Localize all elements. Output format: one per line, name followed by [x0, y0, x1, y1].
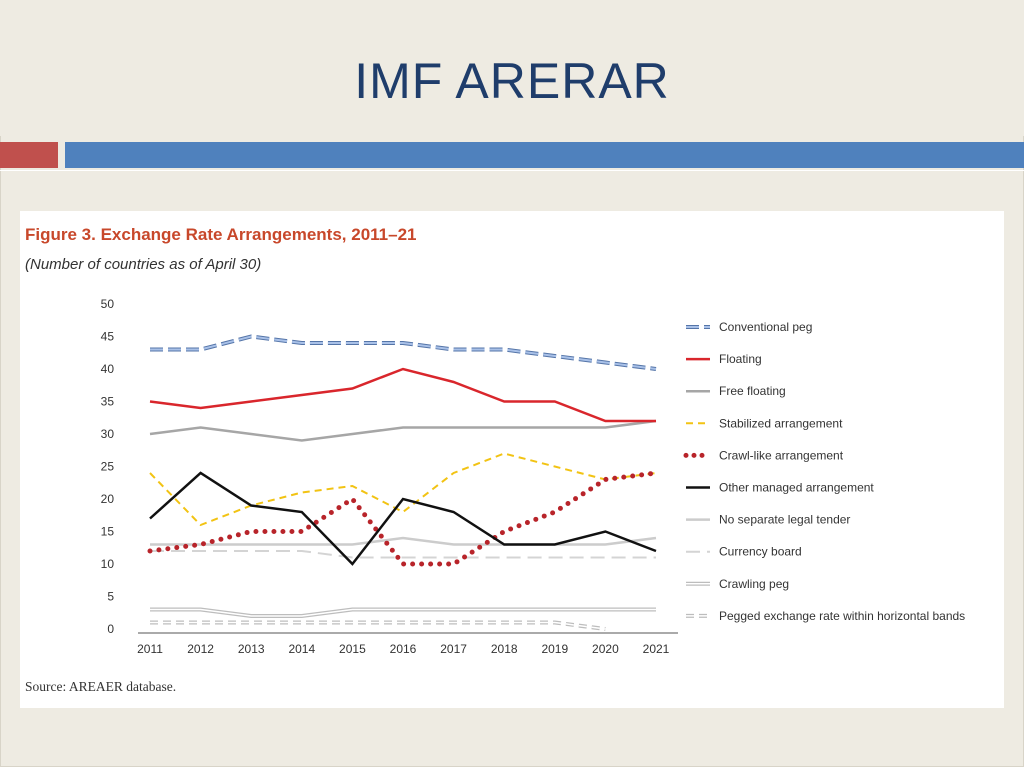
- series-line-9-inner: [150, 621, 606, 630]
- legend-label: Conventional peg: [719, 320, 812, 334]
- legend-label: Crawl-like arrangement: [719, 448, 844, 462]
- x-tick-label: 2014: [288, 642, 315, 656]
- line-chart: 0 5 10 15 20 25 30 35 40 45 50 2011 2012 2013 2014 2015…: [101, 297, 966, 656]
- series-line-8-inner: [150, 608, 656, 617]
- y-tick-label: 5: [107, 590, 114, 604]
- x-tick-label: 2012: [187, 642, 214, 656]
- y-tick-label: 45: [101, 330, 115, 344]
- x-tick-label: 2019: [541, 642, 568, 656]
- legend-label: Crawling peg: [719, 577, 789, 591]
- figure-title: Figure 3. Exchange Rate Arrangements, 20…: [25, 225, 417, 244]
- series-line-1: [149, 367, 656, 423]
- x-tick-label: 2016: [390, 642, 417, 656]
- legend-label: Other managed arrangement: [719, 481, 874, 495]
- series-line-3: [149, 452, 657, 527]
- figure-subtitle: (Number of countries as of April 30): [25, 256, 262, 273]
- slide-title: IMF ARERAR: [354, 53, 670, 109]
- series-line-9: [150, 620, 606, 631]
- series-line-2: [149, 419, 657, 442]
- x-tick-label: 2020: [592, 642, 619, 656]
- accent-bar-red: [0, 142, 58, 168]
- y-tick-label: 35: [101, 395, 115, 409]
- accent-bar-blue: [65, 142, 1024, 168]
- y-tick-label: 10: [101, 557, 115, 571]
- divider-rule: [0, 170, 1024, 171]
- x-tick-label: 2011: [137, 642, 163, 656]
- legend-label: Pegged exchange rate within horizontal b…: [719, 609, 965, 623]
- series-line-4: [147, 470, 659, 567]
- series-line-0-inner: [150, 335, 657, 370]
- y-tick-label: 40: [101, 362, 115, 376]
- legend-label: Free floating: [719, 384, 786, 398]
- figure-panel: Figure 3. Exchange Rate Arrangements, 20…: [20, 211, 1004, 708]
- y-tick-label: 0: [107, 622, 114, 636]
- series-line-7: [150, 550, 656, 559]
- x-tick-label: 2013: [238, 642, 265, 656]
- title-band: [0, 0, 1024, 136]
- legend-label: Stabilized arrangement: [719, 416, 843, 430]
- y-tick-label: 20: [101, 492, 115, 506]
- x-tick-label: 2018: [491, 642, 518, 656]
- y-tick-label: 30: [101, 427, 115, 441]
- figure-source: Source: AREAER database.: [25, 679, 177, 694]
- legend-label: Floating: [719, 352, 762, 366]
- x-tick-label: 2017: [440, 642, 467, 656]
- legend-label: No separate legal tender: [719, 513, 850, 527]
- series-line-5: [149, 471, 657, 566]
- series-line-0: [150, 334, 657, 371]
- legend-label: Currency board: [719, 545, 802, 559]
- x-tick-label: 2021: [643, 642, 670, 656]
- x-tick-label: 2015: [339, 642, 366, 656]
- y-tick-label: 25: [101, 460, 115, 474]
- y-tick-label: 15: [101, 525, 115, 539]
- y-tick-label: 50: [101, 297, 115, 311]
- series-line-6: [150, 536, 657, 546]
